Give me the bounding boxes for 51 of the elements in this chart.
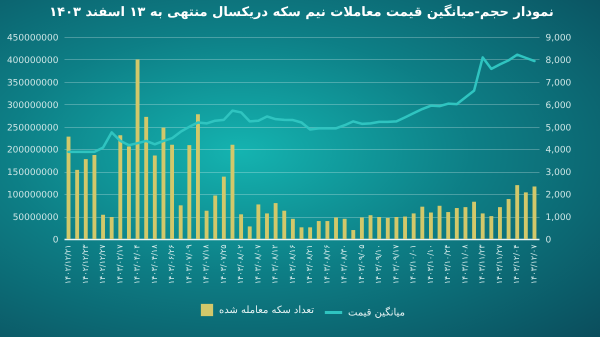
x-tick-label: ۱۴۰۳/۰۸/۲۱ <box>305 244 314 284</box>
x-tick-label: ۱۴۰۳/۰۸/۰۷ <box>253 244 262 284</box>
x-tick-label: ۱۴۰۳/۰۹/۰۵ <box>356 244 366 284</box>
y2-tick-label: 4,000 <box>546 146 572 156</box>
x-tick-label: ۱۴۰۳/۰۴/۰۴ <box>132 244 142 284</box>
y-tick-label: 150000000 <box>6 168 59 178</box>
x-tick-label: ۱۴۰۳/۱۰/۲۴ <box>443 244 452 284</box>
x-tick-label: ۱۴۰۳/۰۲/۱۷ <box>115 244 124 284</box>
x-tick-label: ۱۴۰۳/۰۸/۳۰ <box>340 244 349 284</box>
legend-label: تعداد سکه معامله شده <box>219 305 314 316</box>
y-tick-label: 0 <box>52 236 59 246</box>
y-tick-label: 350000000 <box>6 78 59 88</box>
y-tick-label: 250000000 <box>6 123 59 134</box>
x-tick-label: ۱۴۰۳/۱۰/۱۰ <box>426 244 435 284</box>
x-tick-label: ۱۴۰۳/۱۱/۲۳ <box>478 244 487 284</box>
x-tick-label: ۱۴۰۳/۰۴/۱۸ <box>150 244 159 284</box>
y-tick-label: 300000000 <box>6 100 59 111</box>
x-tick-label: ۱۴۰۳/۰۸/۱۲ <box>270 244 280 284</box>
y2-tick-label: 5,000 <box>546 123 572 134</box>
x-tick-label: ۱۴۰۳/۰۸/۱۶ <box>288 244 297 284</box>
y-tick-label: 400000000 <box>6 56 59 66</box>
y2-tick-label: 2,000 <box>546 190 572 201</box>
x-tick-label: ۱۴۰۳/۱۱/۰۸ <box>460 244 470 284</box>
x-tick-label: ۱۴۰۳/۰۸/۰۲ <box>236 244 246 284</box>
x-tick-label: ۱۴۰۳/۱۱/۲۷ <box>494 244 504 284</box>
y2-tick-label: 0 <box>546 236 552 246</box>
y2-tick-label: 8,000 <box>546 56 572 66</box>
x-tick-label: ۱۴۰۳/۰۹/۱۷ <box>391 244 400 284</box>
x-tick-label: ۱۴۰۳/۰۸/۲۶ <box>322 244 332 284</box>
x-tick-label: ۱۴۰۳/۰۷/۰۹ <box>184 244 194 284</box>
y2-tick-label: 9,000 <box>546 34 572 44</box>
x-tick-label: ۱۴۰۳/۰۷/۱۸ <box>202 244 211 284</box>
x-tick-label: ۱۴۰۳/۰۷/۲۵ <box>218 244 228 284</box>
y-tick-label: 450000000 <box>6 34 59 44</box>
y-tick-label: 100000000 <box>6 190 59 201</box>
x-tick-label: ۱۴۰۲/۱۲/۲۳ <box>80 244 90 284</box>
legend-label: میانگین قیمت <box>348 306 405 318</box>
y-tick-label: 200000000 <box>6 146 59 156</box>
chart-title: نمودار حجم-میانگین قیمت معاملات نیم سکه دریکسال منتهی به ۱۳ اسفند ۱۴۰۳ <box>49 4 554 20</box>
x-tick-label: ۱۴۰۳/۰۶/۲۶ <box>167 244 176 284</box>
x-tick-label: ۱۴۰۳/۰۹/۱۰ <box>374 244 384 284</box>
y2-tick-label: 7,000 <box>546 78 572 88</box>
y2-tick-label: 6,000 <box>546 100 572 111</box>
y2-tick-label: 3,000 <box>546 168 572 178</box>
x-tick-label: ۱۴۰۲/۱۲/۲۱ <box>64 244 73 284</box>
x-tick-label: ۱۴۰۳/۱۰/۰۱ <box>408 244 418 284</box>
y-tick-label: 50000000 <box>12 213 59 224</box>
y2-tick-label: 1,000 <box>546 213 572 224</box>
x-tick-label: ۱۴۰۳/۱۲/۰۷ <box>529 244 538 284</box>
x-tick-label: ۱۴۰۳/۱۲/۰۴ <box>512 244 522 284</box>
x-tick-label: ۱۴۰۲/۱۲/۲۷ <box>98 244 108 284</box>
